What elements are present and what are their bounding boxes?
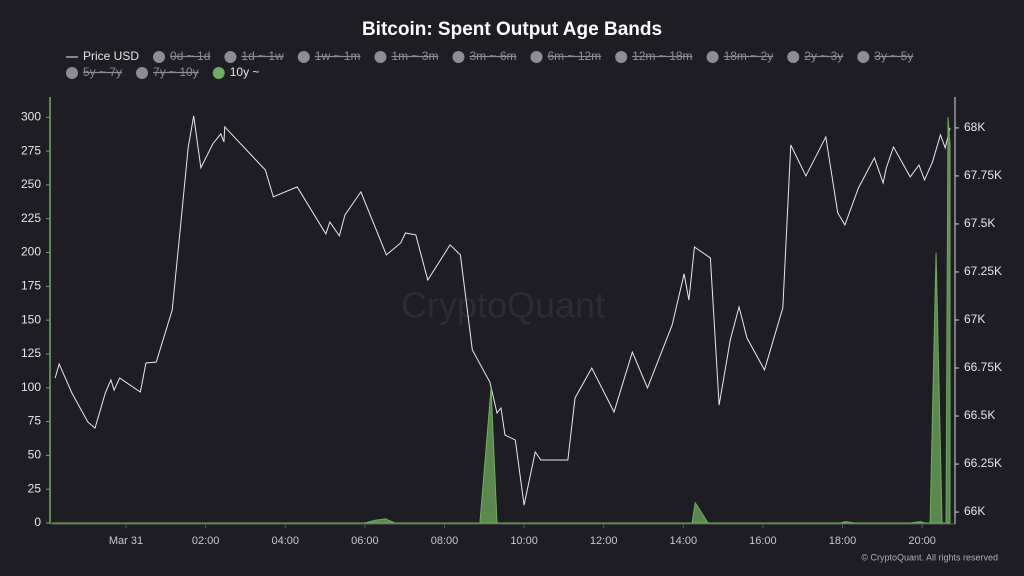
- y2-tick-label: 66.25K: [964, 456, 1002, 470]
- x-tick-label: 16:00: [749, 535, 777, 547]
- legend-item[interactable]: 12m ~ 18m: [615, 49, 693, 63]
- legend-item[interactable]: 6m ~ 12m: [530, 49, 601, 63]
- legend-label: 7y ~ 10y: [153, 65, 199, 79]
- legend-label: Price USD: [83, 49, 139, 63]
- legend-icon: [857, 51, 870, 63]
- legend-icon: [66, 67, 78, 79]
- area: [51, 117, 951, 524]
- y-tick-label: 225: [21, 211, 41, 225]
- legend-item[interactable]: 3m ~ 6m: [452, 49, 516, 63]
- y-tick-label: 300: [21, 109, 41, 123]
- y2-tick-label: 67.25K: [964, 264, 1002, 278]
- y-tick-label: 275: [21, 143, 41, 157]
- y-tick-label: 200: [21, 245, 41, 259]
- y2-tick-label: 67.5K: [964, 216, 995, 230]
- legend-label: 0d ~ 1d: [170, 49, 210, 63]
- legend-label: 1m ~ 3m: [391, 49, 438, 63]
- legend-label: 3y ~ 5y: [874, 49, 913, 63]
- y2-tick-label: 67.75K: [964, 168, 1002, 182]
- legend-item[interactable]: 7y ~ 10y: [136, 65, 199, 79]
- legend-icon: [530, 51, 543, 63]
- y-tick-label: 75: [28, 414, 42, 428]
- legend-label: 10y ~: [230, 65, 260, 79]
- x-tick-label: 20:00: [908, 535, 936, 547]
- y2-tick-label: 67K: [964, 312, 985, 326]
- watermark: CryptoQuant: [401, 285, 605, 326]
- legend-icon: [706, 51, 719, 63]
- x-tick-label: 04:00: [271, 535, 299, 547]
- y2-tick-label: 66K: [964, 504, 985, 518]
- x-tick-label: 06:00: [351, 535, 379, 547]
- legend-label: 5y ~ 7y: [83, 65, 122, 79]
- legend-icon: [615, 51, 628, 63]
- y-tick-label: 25: [28, 481, 42, 495]
- y2-tick-label: 66.75K: [964, 360, 1002, 374]
- legend-item[interactable]: 1m ~ 3m: [374, 49, 438, 63]
- legend-label: 12m ~ 18m: [632, 49, 692, 63]
- y-tick-label: 0: [34, 515, 41, 529]
- legend-label: 3m ~ 6m: [469, 49, 516, 63]
- chart-title: Bitcoin: Spent Output Age Bands: [362, 19, 662, 40]
- legend-item[interactable]: 2y ~ 3y: [787, 49, 843, 63]
- legend-item[interactable]: 1w ~ 1m: [297, 49, 361, 63]
- legend-label: 6m ~ 12m: [547, 49, 601, 63]
- y-tick-label: 250: [21, 177, 41, 191]
- x-tick-label: Mar 31: [109, 535, 143, 547]
- legend-item[interactable]: Price USD: [66, 49, 139, 63]
- legend-item[interactable]: 10y ~: [212, 65, 260, 79]
- y-tick-label: 175: [21, 279, 41, 293]
- x-tick-label: 10:00: [510, 535, 538, 547]
- legend-label: 2y ~ 3y: [804, 49, 843, 63]
- legend-icon: [224, 51, 237, 63]
- y-tick-label: 125: [21, 346, 41, 360]
- x-tick-label: 18:00: [829, 535, 857, 547]
- legend-icon: [153, 51, 166, 63]
- legend-icon: [374, 51, 387, 63]
- legend-item[interactable]: 5y ~ 7y: [66, 65, 122, 79]
- x-tick-label: 14:00: [670, 535, 698, 547]
- y2-tick-label: 66.5K: [964, 408, 995, 422]
- legend-label: 1d ~ 1w: [241, 49, 284, 63]
- x-tick-label: 08:00: [431, 535, 459, 547]
- legend-icon: [452, 51, 465, 63]
- legend-item[interactable]: 18m ~ 2y: [706, 49, 774, 63]
- legend-icon: [787, 51, 800, 63]
- footer: © CryptoQuant. All rights reserved: [861, 552, 998, 562]
- legend-label: 1w ~ 1m: [315, 49, 361, 63]
- legend-icon: [212, 67, 225, 79]
- x-tick-label: 02:00: [192, 535, 220, 547]
- legend-label: 18m ~ 2y: [724, 49, 774, 63]
- y-tick-label: 50: [28, 448, 42, 462]
- y-tick-label: 150: [21, 312, 41, 326]
- legend-icon: [297, 51, 310, 63]
- legend-icon: [136, 67, 149, 79]
- legend-item[interactable]: 0d ~ 1d: [153, 49, 210, 63]
- legend-item[interactable]: 1d ~ 1w: [224, 49, 284, 63]
- y-tick-label: 100: [21, 380, 41, 394]
- legend-item[interactable]: 3y ~ 5y: [857, 49, 913, 63]
- line: [54, 115, 951, 506]
- y2-tick-label: 68K: [964, 120, 985, 134]
- x-tick-label: 12:00: [590, 535, 618, 547]
